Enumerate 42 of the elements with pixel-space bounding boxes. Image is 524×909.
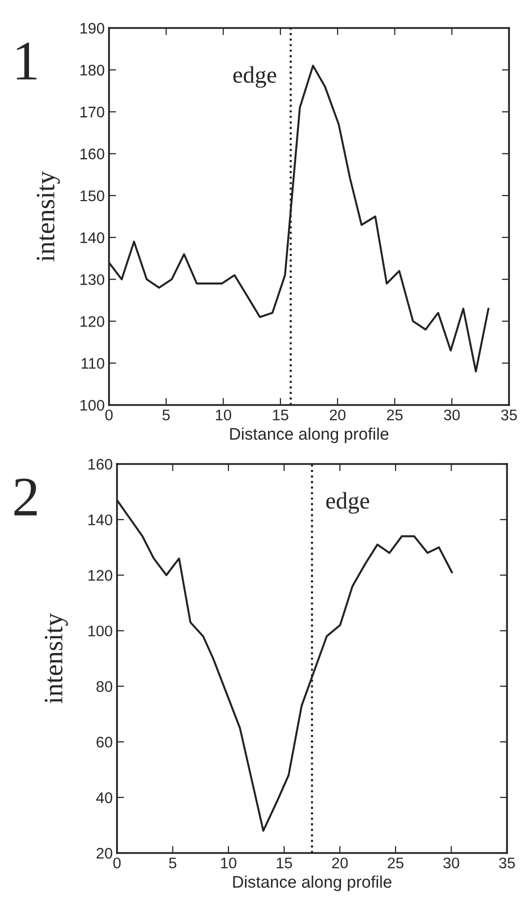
y-tick-label: 140 <box>80 232 104 244</box>
x-tick-label: 0 <box>113 858 121 868</box>
y-tick-label: 130 <box>80 274 104 286</box>
x-tick-label: 15 <box>273 410 288 420</box>
y-tick-label: 100 <box>80 400 104 411</box>
y-axis-title: intensity <box>44 613 68 704</box>
y-tick-label: 160 <box>88 458 112 470</box>
x-axis-title: Distance along profile <box>233 876 392 892</box>
x-tick-label: 30 <box>444 410 460 420</box>
x-tick-label: 10 <box>216 410 232 420</box>
x-tick-label: 25 <box>388 858 404 868</box>
y-tick-label: 140 <box>88 514 112 526</box>
y-tick-label: 120 <box>88 570 112 581</box>
x-tick-label: 5 <box>162 410 170 420</box>
x-tick-label: 15 <box>276 858 292 868</box>
y-tick-label: 110 <box>82 358 104 369</box>
x-tick-label: 0 <box>105 410 113 420</box>
ref-line-label: edge <box>233 66 276 88</box>
y-tick-label: 120 <box>80 316 104 327</box>
x-axis-title: Distance along profile <box>230 428 388 444</box>
y-tick-label: 100 <box>88 626 112 636</box>
y-tick-label: 190 <box>80 22 104 34</box>
x-tick-label: 5 <box>169 858 176 868</box>
x-tick-label: 20 <box>330 410 346 420</box>
y-tick-label: 160 <box>80 148 104 160</box>
text: 2 <box>14 478 37 516</box>
y-tick-label: 180 <box>80 64 104 76</box>
x-tick-label: 20 <box>332 858 348 868</box>
ref-line-label: edge <box>326 492 370 514</box>
x-tick-label: 25 <box>386 410 403 420</box>
x-tick-label: 35 <box>499 858 515 868</box>
x-tick-label: 10 <box>221 858 236 868</box>
x-tick-label: 30 <box>443 858 460 868</box>
text: 1 <box>16 42 36 80</box>
y-tick-label: 150 <box>80 190 104 202</box>
y-tick-label: 40 <box>96 792 112 804</box>
y-tick-label: 60 <box>96 736 112 748</box>
y-tick-label: 170 <box>80 106 104 118</box>
y-tick-label: 20 <box>96 848 112 859</box>
y-tick-label: 80 <box>96 681 112 692</box>
y-axis-title: intensity <box>36 171 60 262</box>
x-tick-label: 35 <box>501 410 517 420</box>
